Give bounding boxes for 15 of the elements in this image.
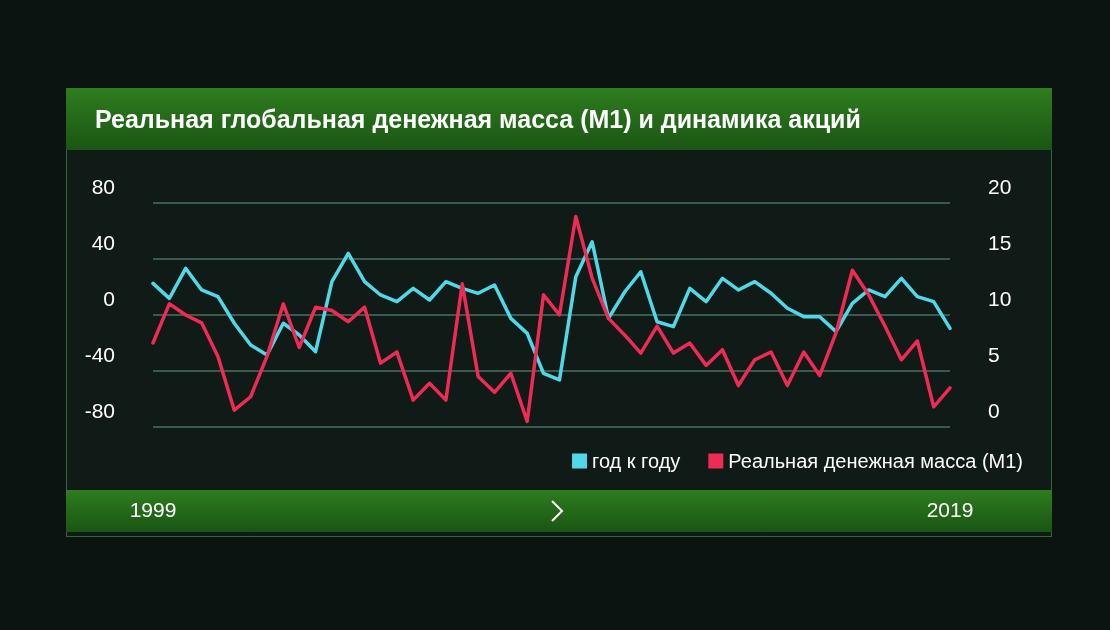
y2-tick-label: 5 bbox=[988, 342, 1000, 366]
y2-tick-label: 15 bbox=[988, 230, 1012, 254]
chart-title: Реальная глобальная денежная масса (M1) и динамика акций bbox=[95, 104, 861, 133]
y-tick-label: 40 bbox=[91, 230, 115, 254]
y2-tick-label: 20 bbox=[988, 174, 1012, 198]
y-tick-label: -40 bbox=[84, 342, 115, 366]
x-tick-label: 2019 bbox=[926, 498, 974, 521]
y2-tick-label: 10 bbox=[988, 286, 1012, 310]
y-tick-label: 0 bbox=[103, 286, 115, 310]
y2-tick-label: 0 bbox=[988, 398, 1000, 422]
y-tick-label: 80 bbox=[91, 174, 115, 198]
x-tick-label: 1999 bbox=[129, 498, 177, 521]
y-tick-label: -80 bbox=[84, 398, 115, 422]
legend-label: Реальная денежная масса (M1) bbox=[728, 450, 1024, 472]
legend-label: год к году bbox=[592, 450, 681, 472]
